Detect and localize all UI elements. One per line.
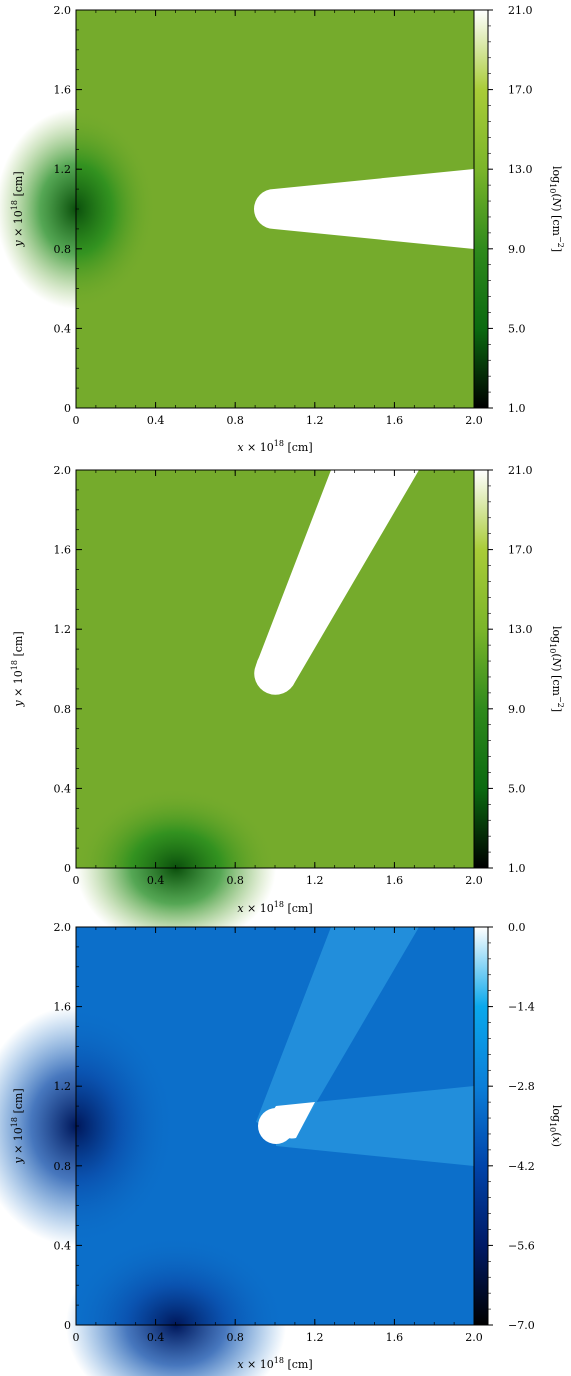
x-tick-label: 0 [73,1331,80,1344]
colorbar-title: log10(N) [cm−2] [548,166,565,252]
colorbar-tick-label: 1.0 [508,402,526,415]
y-tick-label: 0 [64,402,71,415]
colorbar-tick-label: 13.0 [508,163,533,176]
y-tick-label: 1.2 [54,623,72,636]
colorbar-tick-label: 9.0 [508,243,526,256]
colorbar-tick-label: 17.0 [508,544,533,557]
y-tick-label: 0.8 [54,703,72,716]
y-tick-label: 2.0 [54,921,72,934]
shadow-region [254,169,474,249]
y-tick-label: 0 [64,1319,71,1332]
colorbar [474,470,488,868]
colorbar-tick-label: 5.0 [508,322,526,335]
clump [256,648,296,688]
y-tick-label: 1.2 [54,163,72,176]
heatmap-source-glow [0,1006,286,1376]
x-tick-label: 1.6 [386,414,404,427]
colorbar-title: log10(x) [548,1105,563,1147]
x-tick-label: 1.2 [306,1331,324,1344]
x-tick-label: 0 [73,414,80,427]
x-tick-label: 2.0 [465,414,483,427]
colorbar-tick-label: −1.4 [508,1001,535,1014]
colorbar-tick-label: 0.0 [508,921,526,934]
y-tick-label: 0 [64,862,71,875]
x-tick-label: 1.2 [306,874,324,887]
colorbar-title: log10(N) [cm−2] [548,626,565,712]
colorbar-tick-label: 21.0 [508,4,533,17]
panel-bottom: 0 0.4 0.8 1.2 1.6 2.0 0 0.4 0.8 1.2 1.6 2.0 −7.0 −5.6… [0,921,563,1376]
x-tick-label: 0.8 [226,414,244,427]
y-tick-label: 0.8 [54,243,72,256]
colorbar-tick-label: 5.0 [508,782,526,795]
y-tick-label: 1.6 [54,544,72,557]
y-tick-label: 1.6 [54,84,72,97]
y-tick-label: 2.0 [54,464,72,477]
y-tick-label: 1.6 [54,1001,72,1014]
x-tick-label: 1.6 [386,1331,404,1344]
shadow-region [254,470,419,695]
colorbar-tick-label: 9.0 [508,703,526,716]
y-axis-title: y × 1018 [cm] [10,631,25,707]
x-axis-title: x × 1018 [cm] [237,1356,312,1371]
colorbar-tick-label: 13.0 [508,623,533,636]
x-tick-label: 0.4 [147,1331,165,1344]
colorbar-tick-label: 17.0 [508,84,533,97]
panel-middle: 0 0.4 0.8 1.2 1.6 2.0 0 0.4 0.8 1.2 1.6 2.0 1.0 5.0 9.… [10,464,565,948]
x-tick-label: 0.4 [147,414,165,427]
colorbar-tick-label: 1.0 [508,862,526,875]
colorbar-tick-label: −2.8 [508,1080,535,1093]
shadow-region [256,927,419,1139]
colorbar-tick-label: 21.0 [508,464,533,477]
colorbar-frame [473,9,489,409]
colorbar [474,927,488,1325]
x-tick-label: 0 [73,874,80,887]
colorbar [474,10,488,408]
y-axis-title: y × 1018 [cm] [10,171,25,247]
colorbar-frame [473,469,489,869]
x-tick-label: 2.0 [465,874,483,887]
clump [258,1108,294,1144]
x-axis-title: x × 1018 [cm] [237,439,312,454]
x-axis-title: x × 1018 [cm] [237,900,312,915]
y-tick-label: 0.4 [54,782,72,795]
x-tick-label: 1.2 [306,414,324,427]
y-tick-label: 0.4 [54,322,72,335]
colorbar-tick-label: −7.0 [508,1319,535,1332]
colorbar-frame [473,926,489,1326]
y-tick-label: 0.8 [54,1160,72,1173]
x-tick-label: 1.6 [386,874,404,887]
x-tick-label: 0.4 [147,874,165,887]
y-tick-label: 1.2 [54,1080,72,1093]
colorbar-tick-label: −5.6 [508,1239,535,1252]
x-tick-label: 2.0 [465,1331,483,1344]
colorbar-tick-label: −4.2 [508,1160,535,1173]
y-tick-label: 2.0 [54,4,72,17]
shadow-region [276,1086,474,1166]
y-tick-label: 0.4 [54,1239,72,1252]
panel-top: 0 0.4 0.8 1.2 1.6 2.0 0 0.4 0.8 1.2 1.6 2.0 1.0 5.0 9.… [0,4,565,454]
x-tick-label: 0.8 [226,1331,244,1344]
x-tick-label: 0.8 [226,874,244,887]
y-axis-title: y × 1018 [cm] [10,1088,25,1164]
